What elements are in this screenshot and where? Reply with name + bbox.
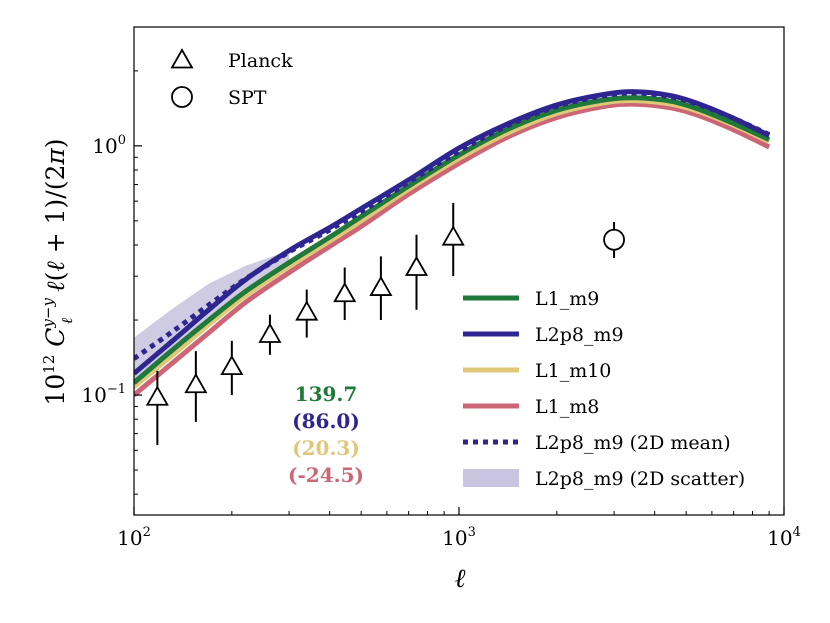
legend-label-planck: Planck: [228, 50, 293, 72]
point-planck-5: [333, 281, 357, 303]
point-planck-6: [369, 275, 393, 296]
legend-label-l1-m8: L1_m8: [535, 396, 599, 418]
legend-marker-spt: [171, 86, 193, 108]
legend-label-l1-m10: L1_m10: [535, 360, 611, 382]
series-line-l1-m8: [134, 101, 771, 397]
y-tick-label-1: 10−1: [81, 382, 126, 407]
annotations-layer: 139.7 (86.0) (20.3) (-24.5): [288, 382, 364, 487]
series-line-l1-m10: [134, 98, 771, 389]
x-tick-label-3: 103: [442, 525, 476, 550]
point-planck-7: [404, 255, 429, 276]
x-tick-label-4: 104: [767, 525, 801, 550]
series-line-l2p8-m9-2d-mean: [134, 90, 771, 361]
legend-lines: L1_m9 L2p8_m9 L1_m10 L1_m8 L2p8_m9 (2D mean)…: [463, 288, 745, 490]
point-planck-4: [295, 300, 319, 321]
y-tick-label-0: 100: [92, 133, 126, 158]
legend-label-spt: SPT: [228, 87, 267, 109]
legend-label-l2p8-m9-2d-mean: L2p8_m9 (2D mean): [535, 432, 731, 454]
legend-label-l2p8-m9-2d-scatter: L2p8_m9 (2D scatter): [535, 468, 745, 490]
legend-label-l1-m9: L1_m9: [535, 288, 599, 310]
annotation-3: (-24.5): [288, 463, 364, 487]
svg-text:1012 Cy−yℓ ℓ(ℓ + 1)/(2π): 1012 Cy−yℓ ℓ(ℓ + 1)/(2π): [39, 138, 76, 405]
legend-swatch-l2p8-m9-2d-scatter: [463, 469, 519, 487]
legend-markers: Planck SPT: [170, 48, 293, 109]
legend-label-l2p8-m9: L2p8_m9: [535, 324, 624, 346]
series-line-l1-m9: [134, 95, 771, 385]
point-spt-0: [603, 228, 625, 251]
axis-ticks-layer: 102 103 104 10−1 100: [81, 26, 801, 550]
annotation-1: (86.0): [292, 409, 360, 433]
y-axis-label: 1012 Cy−yℓ ℓ(ℓ + 1)/(2π): [39, 138, 76, 405]
x-tick-label-2: 102: [117, 525, 151, 550]
annotation-2: (20.3): [292, 436, 360, 460]
x-axis-label: ℓ: [455, 564, 466, 594]
point-planck-1: [184, 372, 208, 394]
legend-marker-planck: [170, 48, 194, 69]
point-planck-3: [258, 322, 282, 343]
point-planck-8: [441, 225, 465, 246]
series-lines-layer: [134, 89, 771, 397]
annotation-0: 139.7: [295, 382, 358, 406]
point-planck-0: [145, 385, 169, 406]
observations-layer: [145, 202, 625, 446]
point-planck-2: [220, 354, 244, 376]
